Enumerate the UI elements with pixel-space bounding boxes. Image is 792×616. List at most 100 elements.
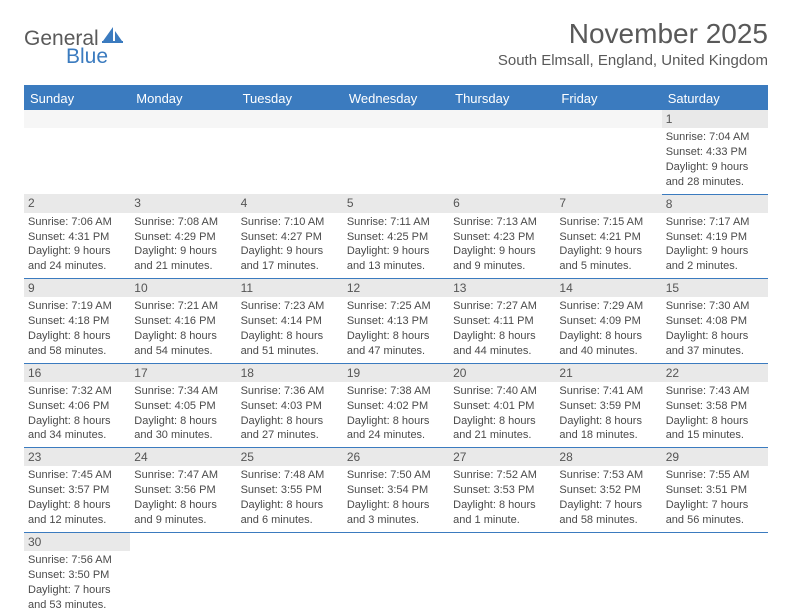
day-info: Sunrise: 7:40 AMSunset: 4:01 PMDaylight:… xyxy=(449,382,555,448)
day-info: Sunrise: 7:53 AMSunset: 3:52 PMDaylight:… xyxy=(555,466,661,532)
day-number xyxy=(555,532,661,551)
sunrise-text: Sunrise: 7:15 AM xyxy=(559,215,657,230)
day-info: Sunrise: 7:21 AMSunset: 4:16 PMDaylight:… xyxy=(130,297,236,363)
day-number: 27 xyxy=(449,448,555,467)
daylight-text: Daylight: 8 hours xyxy=(241,329,339,344)
sunrise-text: Sunrise: 7:30 AM xyxy=(666,299,764,314)
sunset-text: Sunset: 4:01 PM xyxy=(453,399,551,414)
sunrise-text: Sunrise: 7:36 AM xyxy=(241,384,339,399)
sunset-text: Sunset: 4:23 PM xyxy=(453,230,551,245)
daylight-text: and 53 minutes. xyxy=(28,598,126,613)
day-info: Sunrise: 7:52 AMSunset: 3:53 PMDaylight:… xyxy=(449,466,555,532)
day-info: Sunrise: 7:47 AMSunset: 3:56 PMDaylight:… xyxy=(130,466,236,532)
sunset-text: Sunset: 4:29 PM xyxy=(134,230,232,245)
weekday-header: Sunday xyxy=(24,87,130,110)
day-number: 24 xyxy=(130,448,236,467)
sunrise-text: Sunrise: 7:38 AM xyxy=(347,384,445,399)
sunset-text: Sunset: 4:03 PM xyxy=(241,399,339,414)
day-number xyxy=(343,532,449,551)
day-number: 16 xyxy=(24,363,130,382)
sunrise-text: Sunrise: 7:40 AM xyxy=(453,384,551,399)
daylight-text: Daylight: 9 hours xyxy=(134,244,232,259)
day-number xyxy=(237,532,343,551)
day-number-row: 30 xyxy=(24,532,768,551)
daylight-text: Daylight: 8 hours xyxy=(28,329,126,344)
sunrise-text: Sunrise: 7:43 AM xyxy=(666,384,764,399)
sunset-text: Sunset: 3:52 PM xyxy=(559,483,657,498)
day-info: Sunrise: 7:55 AMSunset: 3:51 PMDaylight:… xyxy=(662,466,768,532)
daylight-text: Daylight: 8 hours xyxy=(134,414,232,429)
daylight-text: Daylight: 8 hours xyxy=(134,329,232,344)
weekday-header: Thursday xyxy=(449,87,555,110)
sunrise-text: Sunrise: 7:48 AM xyxy=(241,468,339,483)
daylight-text: and 24 minutes. xyxy=(28,259,126,274)
sunset-text: Sunset: 4:25 PM xyxy=(347,230,445,245)
day-info: Sunrise: 7:17 AMSunset: 4:19 PMDaylight:… xyxy=(662,213,768,279)
sunset-text: Sunset: 4:33 PM xyxy=(666,145,764,160)
sunrise-text: Sunrise: 7:52 AM xyxy=(453,468,551,483)
sunset-text: Sunset: 4:05 PM xyxy=(134,399,232,414)
sunset-text: Sunset: 4:16 PM xyxy=(134,314,232,329)
day-number: 15 xyxy=(662,279,768,298)
day-number: 1 xyxy=(662,110,768,128)
daylight-text: and 24 minutes. xyxy=(347,428,445,443)
day-info xyxy=(237,128,343,194)
day-number xyxy=(130,532,236,551)
day-info-row: Sunrise: 7:56 AMSunset: 3:50 PMDaylight:… xyxy=(24,551,768,616)
day-number: 26 xyxy=(343,448,449,467)
day-info-row: Sunrise: 7:06 AMSunset: 4:31 PMDaylight:… xyxy=(24,213,768,279)
daylight-text: Daylight: 9 hours xyxy=(28,244,126,259)
sunset-text: Sunset: 3:59 PM xyxy=(559,399,657,414)
sunset-text: Sunset: 4:13 PM xyxy=(347,314,445,329)
sunrise-text: Sunrise: 7:08 AM xyxy=(134,215,232,230)
daylight-text: and 1 minute. xyxy=(453,513,551,528)
daylight-text: and 2 minutes. xyxy=(666,259,764,274)
daylight-text: Daylight: 8 hours xyxy=(453,329,551,344)
daylight-text: Daylight: 8 hours xyxy=(453,414,551,429)
day-number xyxy=(662,532,768,551)
day-info xyxy=(555,551,661,616)
daylight-text: and 54 minutes. xyxy=(134,344,232,359)
daylight-text: and 44 minutes. xyxy=(453,344,551,359)
daylight-text: Daylight: 8 hours xyxy=(241,498,339,513)
sunset-text: Sunset: 3:56 PM xyxy=(134,483,232,498)
day-info: Sunrise: 7:45 AMSunset: 3:57 PMDaylight:… xyxy=(24,466,130,532)
day-number: 22 xyxy=(662,363,768,382)
sunrise-text: Sunrise: 7:10 AM xyxy=(241,215,339,230)
day-number xyxy=(343,110,449,128)
day-number: 29 xyxy=(662,448,768,467)
sunrise-text: Sunrise: 7:21 AM xyxy=(134,299,232,314)
sunset-text: Sunset: 4:09 PM xyxy=(559,314,657,329)
daylight-text: Daylight: 8 hours xyxy=(347,414,445,429)
day-info: Sunrise: 7:30 AMSunset: 4:08 PMDaylight:… xyxy=(662,297,768,363)
day-number: 25 xyxy=(237,448,343,467)
day-info: Sunrise: 7:27 AMSunset: 4:11 PMDaylight:… xyxy=(449,297,555,363)
day-info: Sunrise: 7:36 AMSunset: 4:03 PMDaylight:… xyxy=(237,382,343,448)
day-info xyxy=(555,128,661,194)
day-info: Sunrise: 7:25 AMSunset: 4:13 PMDaylight:… xyxy=(343,297,449,363)
sunset-text: Sunset: 3:55 PM xyxy=(241,483,339,498)
sunset-text: Sunset: 3:58 PM xyxy=(666,399,764,414)
day-info xyxy=(237,551,343,616)
day-number: 30 xyxy=(24,532,130,551)
daylight-text: and 6 minutes. xyxy=(241,513,339,528)
day-number: 6 xyxy=(449,194,555,213)
day-number-row: 16171819202122 xyxy=(24,363,768,382)
day-number: 10 xyxy=(130,279,236,298)
day-info: Sunrise: 7:48 AMSunset: 3:55 PMDaylight:… xyxy=(237,466,343,532)
day-info: Sunrise: 7:56 AMSunset: 3:50 PMDaylight:… xyxy=(24,551,130,616)
day-number xyxy=(24,110,130,128)
sunset-text: Sunset: 3:50 PM xyxy=(28,568,126,583)
sunrise-text: Sunrise: 7:17 AM xyxy=(666,215,764,230)
weekday-header: Wednesday xyxy=(343,87,449,110)
day-info xyxy=(343,128,449,194)
day-info: Sunrise: 7:29 AMSunset: 4:09 PMDaylight:… xyxy=(555,297,661,363)
sunset-text: Sunset: 3:57 PM xyxy=(28,483,126,498)
sunrise-text: Sunrise: 7:13 AM xyxy=(453,215,551,230)
daylight-text: and 18 minutes. xyxy=(559,428,657,443)
daylight-text: and 28 minutes. xyxy=(666,175,764,190)
day-info: Sunrise: 7:34 AMSunset: 4:05 PMDaylight:… xyxy=(130,382,236,448)
day-info: Sunrise: 7:11 AMSunset: 4:25 PMDaylight:… xyxy=(343,213,449,279)
day-number-row: 2345678 xyxy=(24,194,768,213)
day-info: Sunrise: 7:38 AMSunset: 4:02 PMDaylight:… xyxy=(343,382,449,448)
